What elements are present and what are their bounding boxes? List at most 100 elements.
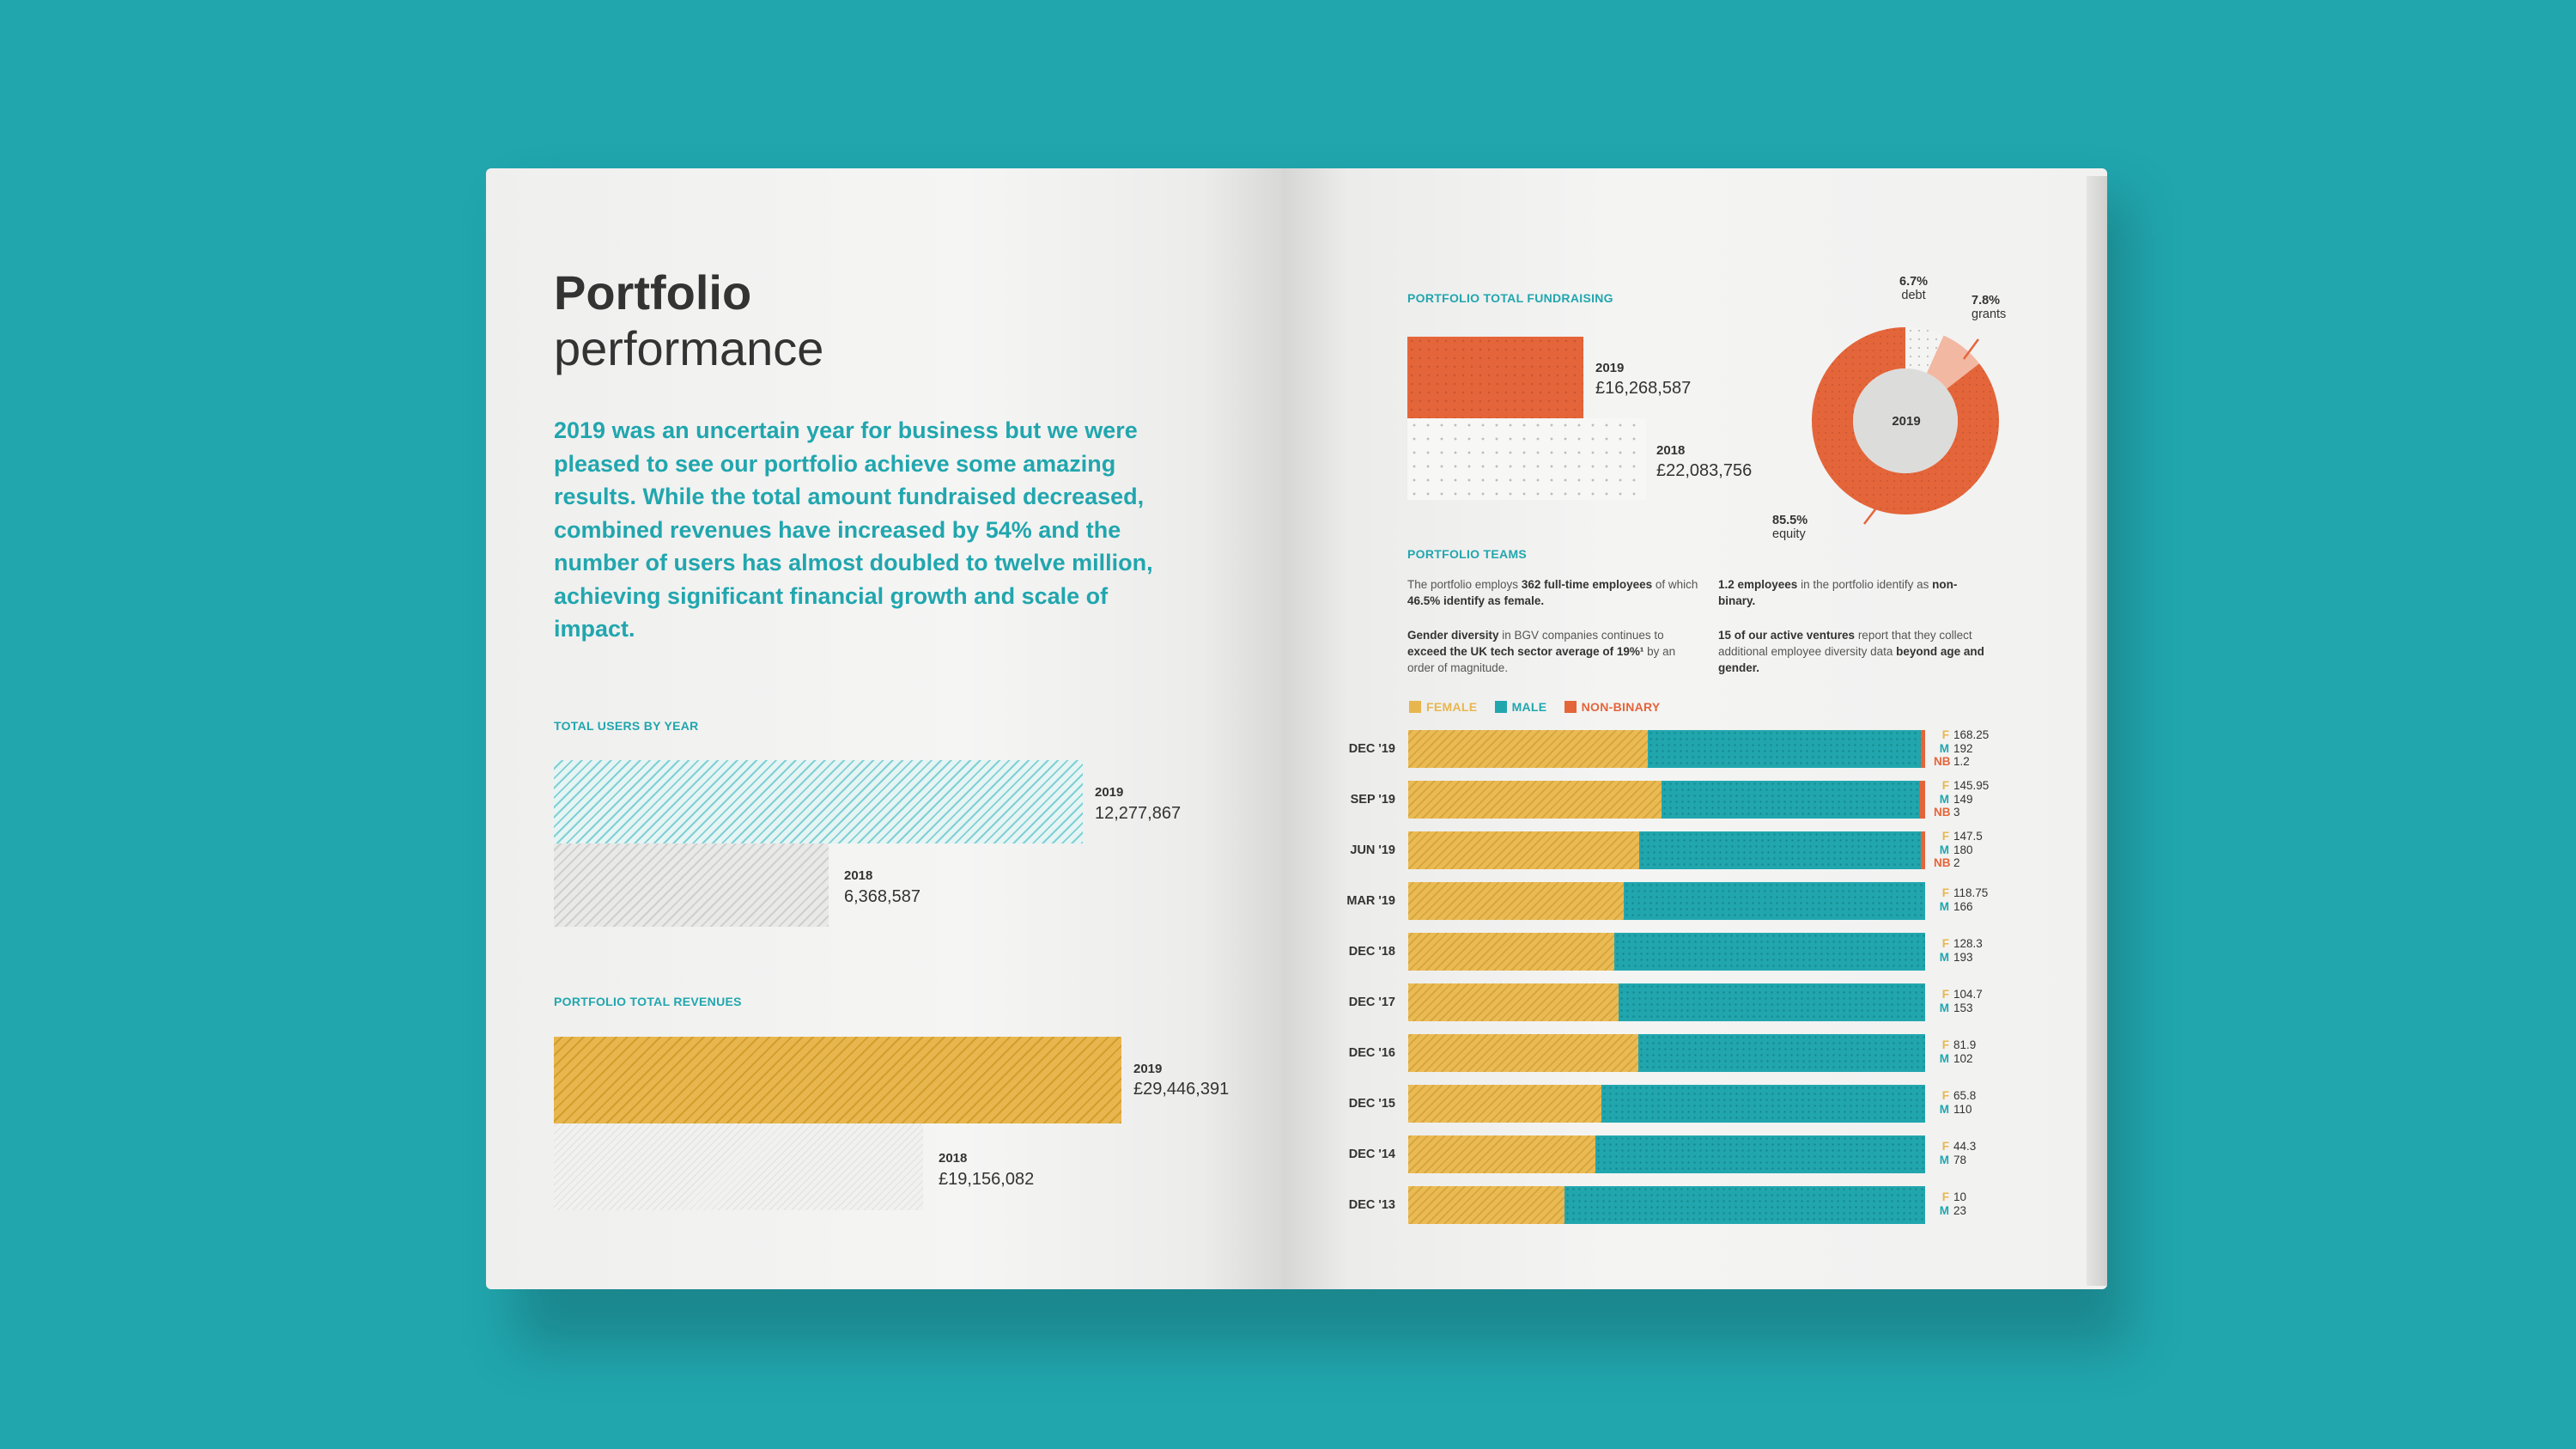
- revenues-heading: PORTFOLIO TOTAL REVENUES: [554, 995, 742, 1008]
- stacked-bar-5: [1408, 983, 1925, 1021]
- revenues-bar-2018: [554, 1123, 923, 1210]
- value-male-9: M 23: [1939, 1203, 1967, 1217]
- value-female-9: F 10: [1941, 1190, 1967, 1203]
- stacked-bar-7: [1408, 1085, 1925, 1123]
- teams-paragraph-nonbinary: 1.2 employees in the portfolio identify …: [1718, 578, 1958, 607]
- row-label-2: JUN '19: [1350, 843, 1395, 857]
- segment-nonbinary-2: [1921, 831, 1925, 869]
- segment-female-3: [1408, 882, 1625, 920]
- segment-female-6: [1408, 1034, 1639, 1072]
- row-values-6: F 81.9 M 102: [1934, 1038, 1977, 1065]
- row-label-6: DEC '16: [1348, 1046, 1395, 1060]
- row-values-8: F 44.3 M 78: [1934, 1140, 1977, 1166]
- segment-male-7: [1601, 1085, 1925, 1123]
- segment-female-5: [1408, 983, 1619, 1021]
- row-values-7: F 65.8 M 110: [1934, 1089, 1977, 1116]
- segment-male-0: [1647, 730, 1922, 768]
- row-label-8: DEC '14: [1348, 1148, 1395, 1161]
- donut-center-disc: [1853, 368, 1958, 473]
- row-values-1: F 145.95 M 149 NB 3: [1934, 779, 1989, 819]
- segment-male-1: [1661, 781, 1920, 819]
- teams-paragraph-employees: The portfolio employs 362 full-time empl…: [1407, 578, 1698, 607]
- fundraising-2019-year: 2019: [1595, 361, 1625, 375]
- revenues-bar-2019: [554, 1037, 1121, 1123]
- legend-female-swatch: [1409, 701, 1421, 713]
- equity-text: equity: [1772, 527, 1806, 541]
- segment-nonbinary-1: [1919, 781, 1925, 819]
- row-label-9: DEC '13: [1348, 1198, 1395, 1212]
- row-label-1: SEP '19: [1350, 793, 1395, 807]
- segment-male-6: [1638, 1034, 1925, 1072]
- fundraising-donut-chart: [1812, 327, 1999, 525]
- debt-text: debt: [1901, 289, 1926, 302]
- fundraising-2018-value: £22,083,756: [1656, 461, 1753, 480]
- value-female-4: F 128.3: [1941, 937, 1983, 950]
- segment-nonbinary-0: [1921, 730, 1925, 768]
- row-values-9: F 10 M 23: [1934, 1190, 1966, 1217]
- users-bar-2019: [554, 760, 1083, 843]
- row-values-2: F 147.5 M 180 NB 2: [1934, 830, 1983, 870]
- value-male-4: M 193: [1939, 950, 1973, 964]
- legend-male: MALE: [1494, 700, 1547, 714]
- row-label-0: DEC '19: [1348, 742, 1395, 756]
- fundraising-bar-2019: [1407, 337, 1583, 418]
- segment-male-5: [1618, 983, 1925, 1021]
- row-label-3: MAR '19: [1346, 894, 1395, 908]
- fundraising-2019-value: £16,268,587: [1595, 379, 1692, 398]
- legend-female: FEMALE: [1409, 700, 1477, 714]
- intro-paragraph: 2019 was an uncertain year for business …: [554, 417, 1153, 642]
- segment-female-1: [1408, 781, 1662, 819]
- page-title-light: performance: [554, 321, 824, 375]
- segment-male-2: [1638, 831, 1922, 869]
- donut-center-label: 2019: [1892, 414, 1921, 429]
- users-2019-value: 12,277,867: [1095, 804, 1182, 823]
- segment-male-3: [1624, 882, 1925, 920]
- value-male-8: M 78: [1939, 1153, 1967, 1166]
- revenues-2019-year: 2019: [1133, 1062, 1163, 1076]
- revenues-2018-year: 2018: [939, 1151, 968, 1166]
- row-values-3: F 118.75 M 166: [1934, 886, 1989, 913]
- revenues-2019-value: £29,446,391: [1133, 1080, 1230, 1099]
- value-female-8: F 44.3: [1941, 1140, 1977, 1153]
- stacked-bar-8: [1408, 1135, 1925, 1173]
- segment-male-8: [1595, 1135, 1925, 1173]
- segment-female-8: [1408, 1135, 1596, 1173]
- stacked-bar-2: [1408, 831, 1925, 869]
- page-title-bold: Portfolio: [554, 265, 752, 320]
- teams-paragraph-diversity: Gender diversity in BGV companies contin…: [1407, 629, 1676, 674]
- row-label-7: DEC '15: [1348, 1097, 1395, 1111]
- teams-heading: PORTFOLIO TEAMS: [1407, 547, 1528, 561]
- donut-grants-label: 7.8% grants: [1971, 294, 2006, 321]
- debt-pct: 6.7%: [1899, 275, 1929, 289]
- value-male-3: M 166: [1939, 899, 1973, 913]
- donut-slice-equity: [1812, 327, 1999, 514]
- value-male-5: M 153: [1939, 1001, 1973, 1014]
- value-female-1: F 145.95: [1941, 779, 1990, 792]
- value-female-6: F 81.9: [1941, 1038, 1977, 1051]
- value-male-1: M 149: [1939, 792, 1973, 806]
- fundraising-2018-year: 2018: [1656, 443, 1686, 458]
- value-female-7: F 65.8: [1941, 1089, 1977, 1102]
- value-female-5: F 104.7: [1941, 988, 1983, 1001]
- value-male-2: M 180: [1939, 843, 1973, 856]
- value-male-6: M 102: [1939, 1051, 1973, 1065]
- users-bar-2018: [554, 843, 829, 927]
- stacked-bar-1: [1408, 781, 1925, 819]
- value-male-0: M 192: [1939, 741, 1973, 755]
- grants-text: grants: [1971, 307, 2007, 321]
- legend-nonbinary: NON-BINARY: [1564, 700, 1661, 714]
- value-nonbinary-2: NB 2: [1934, 856, 1960, 869]
- grants-pct: 7.8%: [1971, 294, 2001, 307]
- value-female-2: F 147.5: [1941, 830, 1983, 843]
- row-values-0: F 168.25 M 192 NB 1.2: [1934, 728, 1989, 769]
- segment-male-9: [1564, 1186, 1925, 1224]
- legend-nonbinary-swatch: [1564, 701, 1577, 713]
- stacked-bar-9: [1408, 1186, 1925, 1224]
- value-female-0: F 168.25: [1941, 728, 1990, 741]
- stacked-bar-3: [1408, 882, 1925, 920]
- donut-debt-label: 6.7% debt: [1899, 275, 1928, 302]
- users-2019-year: 2019: [1095, 785, 1124, 800]
- row-values-4: F 128.3 M 193: [1934, 937, 1983, 964]
- row-values-5: F 104.7 M 153: [1934, 988, 1983, 1014]
- donut-slice-grants: [1926, 335, 1980, 389]
